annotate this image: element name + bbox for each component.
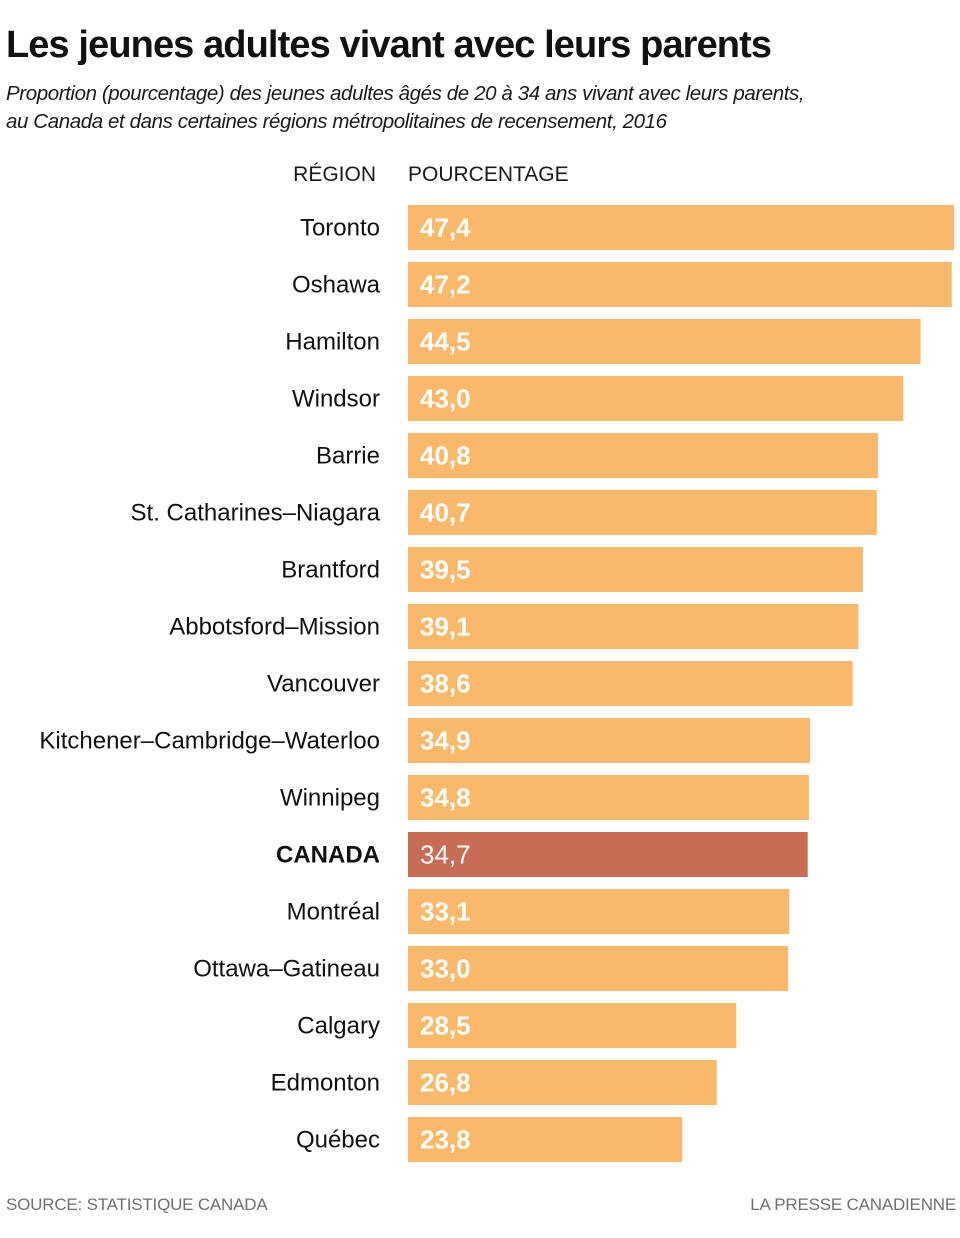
category-label-4: Barrie (316, 443, 380, 470)
bar-2 (408, 319, 921, 364)
bar-7 (408, 604, 859, 649)
category-label-0: Toronto (300, 215, 380, 242)
bar-5 (408, 490, 877, 535)
value-label-16: 23,8 (420, 1125, 471, 1155)
bar-8 (408, 661, 853, 706)
value-label-15: 26,8 (420, 1068, 471, 1098)
bar-16 (408, 1117, 683, 1162)
bar-15 (408, 1060, 717, 1105)
chart-subtitle: Proportion (pourcentage) des jeunes adul… (6, 80, 956, 136)
value-label-6: 39,5 (420, 555, 471, 585)
category-label-7: Abbotsford–Mission (169, 614, 380, 641)
value-label-2: 44,5 (420, 327, 471, 357)
value-label-12: 33,1 (420, 897, 471, 927)
bar-9 (408, 718, 810, 763)
bar-6 (408, 547, 863, 592)
category-label-13: Ottawa–Gatineau (193, 956, 380, 983)
value-label-7: 39,1 (420, 612, 471, 642)
category-label-1: Oshawa (292, 272, 381, 299)
bar-1 (408, 262, 952, 307)
bar-3 (408, 376, 904, 421)
credit-note: LA PRESSE CANADIENNE (750, 1195, 956, 1214)
category-label-8: Vancouver (267, 671, 380, 698)
category-label-16: Québec (296, 1127, 380, 1154)
subtitle-line-2: au Canada et dans certaines régions métr… (6, 110, 667, 133)
bar-12 (408, 889, 790, 934)
category-label-6: Brantford (281, 557, 380, 584)
value-label-3: 43,0 (420, 384, 471, 414)
category-label-3: Windsor (292, 386, 380, 413)
bar-0 (408, 205, 954, 250)
bar-10 (408, 775, 809, 820)
value-label-8: 38,6 (420, 669, 471, 699)
category-label-12: Montréal (287, 899, 380, 926)
value-label-4: 40,8 (420, 441, 471, 471)
value-label-14: 28,5 (420, 1011, 471, 1041)
value-label-0: 47,4 (420, 213, 471, 243)
column-header-region: RÉGION (293, 163, 376, 186)
source-note: SOURCE: STATISTIQUE CANADA (6, 1195, 268, 1214)
category-label-9: Kitchener–Cambridge–Waterloo (39, 728, 380, 755)
value-label-5: 40,7 (420, 498, 471, 528)
bar-14 (408, 1003, 737, 1048)
chart-title: Les jeunes adultes vivant avec leurs par… (6, 24, 772, 66)
value-label-10: 34,8 (420, 783, 471, 813)
category-label-15: Edmonton (271, 1070, 380, 1097)
bar-11 (408, 832, 808, 877)
value-label-13: 33,0 (420, 954, 471, 984)
category-label-5: St. Catharines–Niagara (131, 500, 381, 527)
value-label-1: 47,2 (420, 270, 471, 300)
column-header-percentage: POURCENTAGE (408, 163, 569, 186)
value-label-11: 34,7 (420, 840, 471, 870)
category-label-14: Calgary (297, 1013, 380, 1040)
subtitle-line-1: Proportion (pourcentage) des jeunes adul… (6, 82, 805, 105)
category-label-10: Winnipeg (280, 785, 380, 812)
value-label-9: 34,9 (420, 726, 471, 756)
bar-4 (408, 433, 878, 478)
category-label-2: Hamilton (285, 329, 380, 356)
bar-13 (408, 946, 789, 991)
category-label-11: CANADA (276, 842, 380, 869)
